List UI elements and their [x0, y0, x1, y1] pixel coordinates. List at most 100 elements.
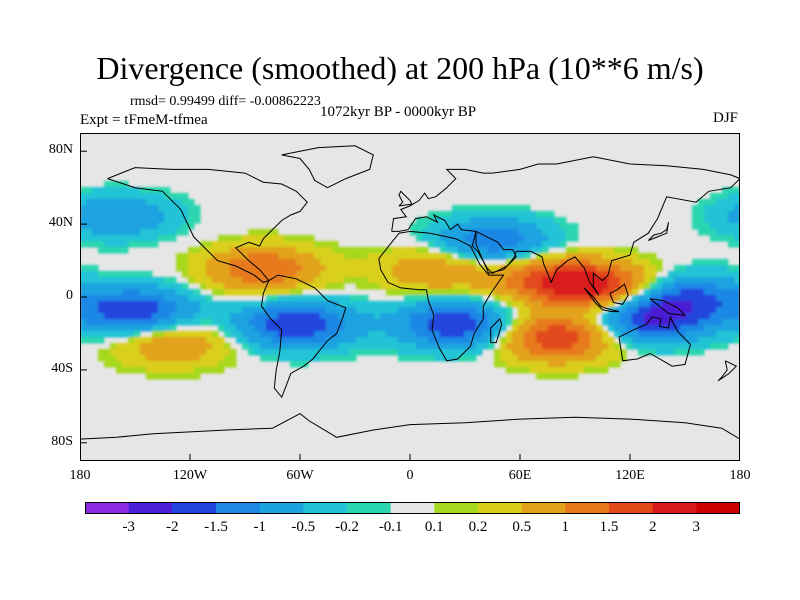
- field-cell: [428, 229, 435, 236]
- field-cell: [446, 331, 453, 338]
- field-cell: [680, 271, 687, 278]
- field-cell: [236, 337, 243, 344]
- field-cell: [110, 205, 117, 212]
- field-cell: [578, 331, 585, 338]
- field-cell: [362, 265, 369, 272]
- field-cell: [692, 205, 699, 212]
- field-cell: [524, 319, 531, 326]
- field-cell: [722, 283, 729, 290]
- field-cell: [278, 295, 285, 302]
- field-cell: [434, 325, 441, 332]
- field-cell: [308, 301, 315, 308]
- field-cell: [362, 253, 369, 260]
- field-cell: [212, 271, 219, 278]
- field-cell: [626, 289, 633, 296]
- field-cell: [98, 277, 105, 284]
- field-cell: [560, 295, 567, 302]
- field-cell: [116, 349, 123, 356]
- field-cell: [458, 283, 465, 290]
- field-cell: [242, 307, 249, 314]
- field-cell: [98, 193, 105, 200]
- field-cell: [680, 307, 687, 314]
- field-cell: [164, 373, 171, 380]
- field-cell: [86, 277, 93, 284]
- field-cell: [320, 349, 327, 356]
- field-cell: [494, 325, 501, 332]
- field-cell: [344, 337, 351, 344]
- field-cell: [464, 259, 471, 266]
- field-cell: [692, 277, 699, 284]
- field-cell: [464, 247, 471, 254]
- field-cell: [140, 313, 147, 320]
- field-cell: [596, 283, 603, 290]
- field-cell: [206, 307, 213, 314]
- field-cell: [518, 223, 525, 230]
- field-cell: [458, 247, 465, 254]
- field-cell: [602, 289, 609, 296]
- field-cell: [686, 283, 693, 290]
- field-cell: [362, 337, 369, 344]
- field-cell: [530, 271, 537, 278]
- field-cell: [266, 295, 273, 302]
- field-cell: [506, 283, 513, 290]
- field-cell: [92, 265, 99, 272]
- field-cell: [302, 247, 309, 254]
- field-cell: [404, 247, 411, 254]
- field-cell: [218, 337, 225, 344]
- field-cell: [662, 313, 669, 320]
- field-cell: [194, 205, 201, 212]
- field-cell: [98, 325, 105, 332]
- field-cell: [734, 223, 740, 230]
- field-cell: [728, 235, 735, 242]
- field-cell: [200, 259, 207, 266]
- field-cell: [728, 337, 735, 344]
- field-cell: [464, 271, 471, 278]
- field-cell: [194, 313, 201, 320]
- field-cell: [194, 301, 201, 308]
- field-cell: [212, 247, 219, 254]
- field-cell: [470, 295, 477, 302]
- field-cell: [158, 331, 165, 338]
- field-cell: [410, 223, 417, 230]
- field-cell: [350, 253, 357, 260]
- field-cell: [542, 259, 549, 266]
- field-cell: [170, 367, 177, 374]
- field-cell: [284, 259, 291, 266]
- field-cell: [266, 331, 273, 338]
- field-cell: [572, 247, 579, 254]
- field-cell: [632, 307, 639, 314]
- field-cell: [632, 247, 639, 254]
- new-guinea-coast: [649, 298, 687, 316]
- field-cell: [272, 313, 279, 320]
- field-cell: [428, 241, 435, 248]
- field-cell: [530, 229, 537, 236]
- field-cell: [344, 271, 351, 278]
- field-cell: [452, 355, 459, 362]
- field-cell: [548, 295, 555, 302]
- field-cell: [422, 325, 429, 332]
- field-cell: [398, 253, 405, 260]
- field-cell: [218, 361, 225, 368]
- field-cell: [98, 235, 105, 242]
- field-cell: [152, 355, 159, 362]
- field-cell: [428, 319, 435, 326]
- field-cell: [464, 223, 471, 230]
- field-cell: [704, 319, 711, 326]
- field-cell: [476, 253, 483, 260]
- field-cell: [620, 355, 627, 362]
- field-cell: [236, 271, 243, 278]
- field-cell: [134, 229, 141, 236]
- field-cell: [548, 289, 555, 296]
- field-cell: [170, 343, 177, 350]
- field-cell: [452, 217, 459, 224]
- field-cell: [260, 247, 267, 254]
- field-cell: [278, 277, 285, 284]
- field-cell: [176, 283, 183, 290]
- field-cell: [128, 337, 135, 344]
- field-cell: [554, 295, 561, 302]
- field-cell: [350, 331, 357, 338]
- field-cell: [410, 319, 417, 326]
- field-cell: [512, 247, 519, 254]
- field-cell: [476, 235, 483, 242]
- field-cell: [182, 211, 189, 218]
